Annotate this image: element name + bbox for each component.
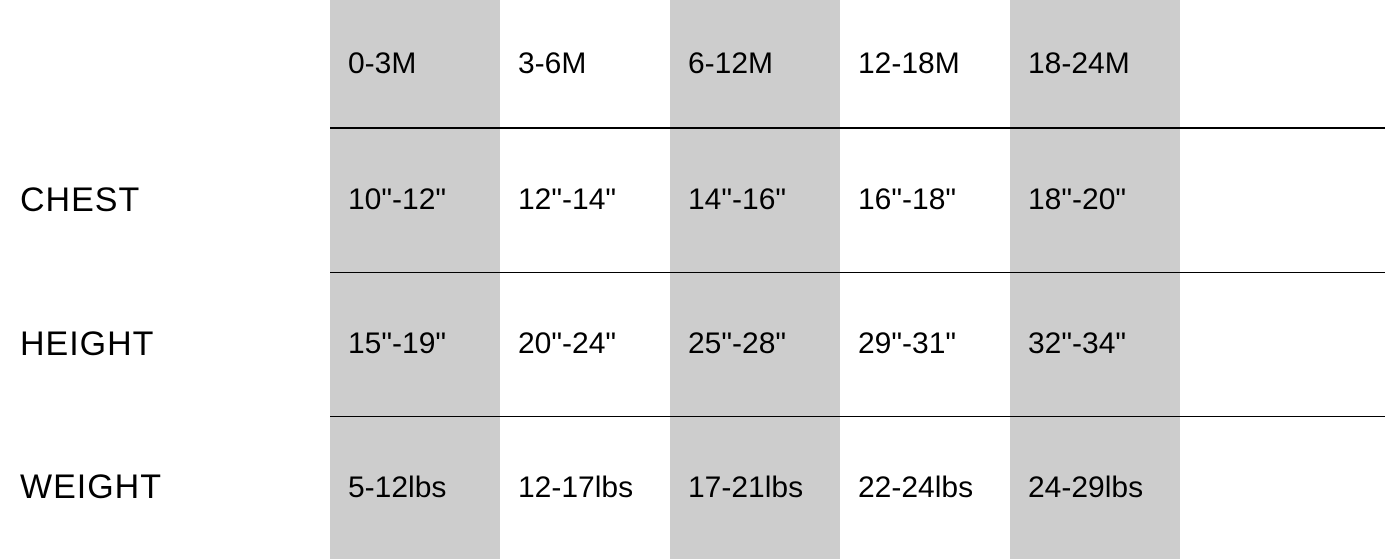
cell: 20"-24" — [500, 272, 670, 416]
cell: 24-29lbs — [1010, 416, 1180, 559]
cell: 15"-19" — [330, 272, 500, 416]
cell: 16"-18" — [840, 128, 1010, 272]
cell: 12-17lbs — [500, 416, 670, 559]
cell: 5-12lbs — [330, 416, 500, 559]
cell: 18"-20" — [1010, 128, 1180, 272]
cell: 12"-14" — [500, 128, 670, 272]
col-header: 18-24M — [1010, 0, 1180, 128]
row-label: WEIGHT — [0, 468, 162, 506]
cell: 10"-12" — [330, 128, 500, 272]
row-label: HEIGHT — [0, 325, 154, 363]
cell: 29"-31" — [840, 272, 1010, 416]
cell: 17-21lbs — [670, 416, 840, 559]
pad — [1180, 0, 1385, 128]
cell: 14"-16" — [670, 128, 840, 272]
size-table: 0-3M 3-6M 6-12M 12-18M 18-24M CHEST 10"-… — [0, 0, 1385, 559]
table-header-row: 0-3M 3-6M 6-12M 12-18M 18-24M — [0, 0, 1385, 128]
size-chart: 0-3M 3-6M 6-12M 12-18M 18-24M CHEST 10"-… — [0, 0, 1385, 559]
col-header: 3-6M — [500, 0, 670, 128]
row-label: CHEST — [0, 181, 140, 219]
header-blank — [0, 0, 330, 128]
cell: 25"-28" — [670, 272, 840, 416]
cell: 32"-34" — [1010, 272, 1180, 416]
cell: 22-24lbs — [840, 416, 1010, 559]
col-header: 6-12M — [670, 0, 840, 128]
col-header: 0-3M — [330, 0, 500, 128]
table-row: HEIGHT 15"-19" 20"-24" 25"-28" 29"-31" 3… — [0, 272, 1385, 416]
row-label-cell: CHEST — [0, 128, 330, 272]
col-header: 12-18M — [840, 0, 1010, 128]
row-label-cell: HEIGHT — [0, 272, 330, 416]
table-row: CHEST 10"-12" 12"-14" 14"-16" 16"-18" 18… — [0, 128, 1385, 272]
table-row: WEIGHT 5-12lbs 12-17lbs 17-21lbs 22-24lb… — [0, 416, 1385, 559]
row-label-cell: WEIGHT — [0, 416, 330, 559]
pad — [1180, 416, 1385, 559]
pad — [1180, 128, 1385, 272]
pad — [1180, 272, 1385, 416]
